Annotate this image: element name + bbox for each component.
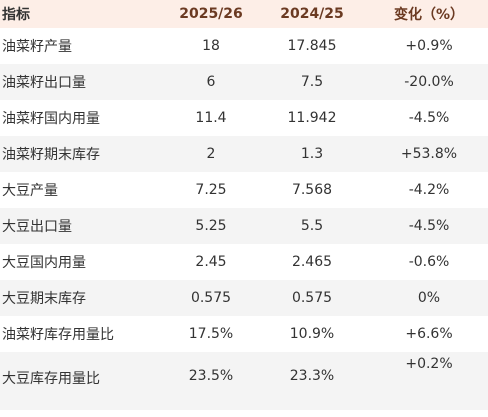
value-2025-26: 6 xyxy=(206,74,216,90)
value-2024-25: 7.568 xyxy=(291,182,333,198)
value-change: +6.6% xyxy=(405,326,453,342)
value-2025-26: 5.25 xyxy=(195,218,227,234)
row-label: 大豆出口量 xyxy=(2,219,72,235)
table-row: 油菜籽产量 18 17.845 +0.9% xyxy=(0,28,488,64)
row-label: 油菜籽期末库存 xyxy=(2,147,100,163)
value-2024-25: 1.3 xyxy=(300,146,324,162)
row-label: 大豆期末库存 xyxy=(2,291,86,307)
value-change: +0.2% xyxy=(405,356,453,372)
row-label: 大豆库存用量比 xyxy=(2,371,100,387)
value-change: -0.6% xyxy=(408,254,450,270)
table-row: 油菜籽期末库存 2 1.3 +53.8% xyxy=(0,136,488,172)
value-2024-25: 17.845 xyxy=(287,38,337,54)
value-2025-26: 17.5% xyxy=(188,326,234,342)
value-change: -4.5% xyxy=(408,218,450,234)
row-label: 油菜籽库存用量比 xyxy=(2,327,114,343)
value-2025-26: 2 xyxy=(206,146,216,162)
header-2025-26: 2025/26 xyxy=(179,6,243,22)
value-2024-25: 0.575 xyxy=(291,290,333,306)
value-2024-25: 23.3% xyxy=(289,368,335,384)
header-indicator: 指标 xyxy=(2,7,30,23)
header-2024-25: 2024/25 xyxy=(280,6,344,22)
table-row: 大豆产量 7.25 7.568 -4.2% xyxy=(0,172,488,208)
row-label: 大豆产量 xyxy=(2,183,58,199)
table-row: 油菜籽出口量 6 7.5 -20.0% xyxy=(0,64,488,100)
value-2024-25: 7.5 xyxy=(300,74,324,90)
value-2024-25: 11.942 xyxy=(287,110,337,126)
value-2025-26: 2.45 xyxy=(195,254,227,270)
value-2025-26: 23.5% xyxy=(188,368,234,384)
table-row: 油菜籽国内用量 11.4 11.942 -4.5% xyxy=(0,100,488,136)
value-2024-25: 5.5 xyxy=(300,218,324,234)
value-change: 0% xyxy=(417,290,441,306)
row-label: 大豆国内用量 xyxy=(2,255,86,271)
header-change: 变化（%） xyxy=(393,7,465,23)
value-2025-26: 18 xyxy=(202,38,220,54)
row-label: 油菜籽出口量 xyxy=(2,75,86,91)
value-change: -4.2% xyxy=(408,182,450,198)
value-2025-26: 11.4 xyxy=(195,110,227,126)
table-header-row: 指标 2025/26 2024/25 变化（%） xyxy=(0,0,488,28)
table-row: 油菜籽库存用量比 17.5% 10.9% +6.6% xyxy=(0,316,488,352)
table-row: 大豆库存用量比 23.5% 23.3% +0.2% xyxy=(0,352,488,410)
value-2024-25: 10.9% xyxy=(289,326,335,342)
value-change: -4.5% xyxy=(408,110,450,126)
table-row: 大豆期末库存 0.575 0.575 0% xyxy=(0,280,488,316)
row-label: 油菜籽产量 xyxy=(2,39,72,55)
value-change: -20.0% xyxy=(404,74,454,90)
value-2024-25: 2.465 xyxy=(291,254,333,270)
value-2025-26: 7.25 xyxy=(195,182,227,198)
row-label: 油菜籽国内用量 xyxy=(2,111,100,127)
table-row: 大豆出口量 5.25 5.5 -4.5% xyxy=(0,208,488,244)
value-change: +0.9% xyxy=(405,38,453,54)
table-row: 大豆国内用量 2.45 2.465 -0.6% xyxy=(0,244,488,280)
value-2025-26: 0.575 xyxy=(190,290,232,306)
value-change: +53.8% xyxy=(400,146,458,162)
